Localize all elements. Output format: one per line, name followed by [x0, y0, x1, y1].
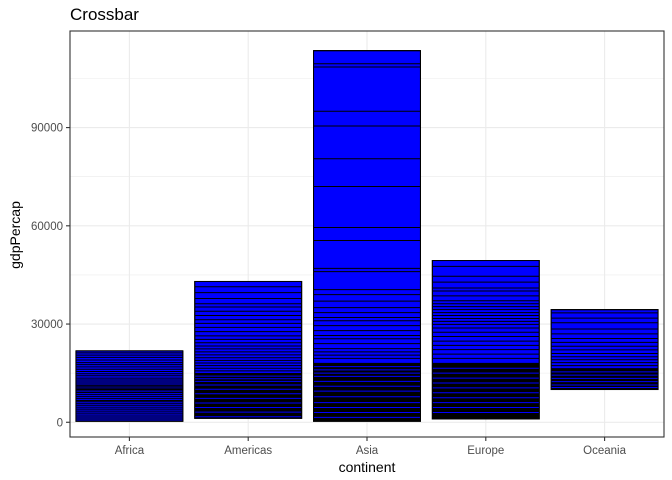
crossbar-series — [75, 50, 659, 422]
y-tick-label: 0 — [57, 417, 63, 429]
crossbar-americas — [194, 280, 303, 419]
crossbar-outline — [313, 50, 421, 422]
crossbar-outline — [550, 309, 659, 391]
crossbar-outline — [194, 280, 303, 419]
y-tick-label: 90000 — [31, 123, 63, 135]
chart-title: Crossbar — [70, 5, 139, 24]
x-tick-label: Oceania — [583, 445, 626, 457]
crossbar-overlap — [432, 363, 540, 419]
crossbar-europe — [431, 260, 540, 420]
x-tick-label: Asia — [356, 445, 379, 457]
crossbar-oceania — [550, 309, 659, 391]
x-axis: Africa Americas Asia Europe Oceania — [115, 437, 627, 457]
crossbar-outline — [431, 260, 540, 420]
crossbar-asia — [313, 50, 421, 422]
y-axis: 0 30000 60000 90000 — [31, 123, 70, 429]
x-tick-label: Europe — [467, 445, 504, 457]
y-tick-label: 30000 — [31, 319, 63, 331]
crossbar-outline — [75, 350, 184, 422]
crossbar-africa — [75, 350, 184, 422]
x-tick-label: Americas — [224, 445, 272, 457]
crossbar-overlap — [194, 373, 302, 419]
y-tick-label: 60000 — [31, 221, 63, 233]
x-tick-label: Africa — [115, 445, 145, 457]
x-axis-title: continent — [339, 459, 396, 475]
crossbar-overlap — [551, 368, 659, 390]
y-axis-title: gdpPercap — [7, 201, 23, 269]
